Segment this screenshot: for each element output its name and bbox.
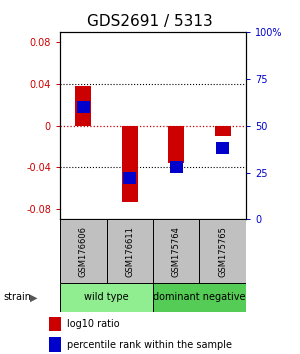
Bar <box>123 172 136 184</box>
Text: strain: strain <box>3 292 31 302</box>
Bar <box>168 126 184 163</box>
Bar <box>60 219 106 283</box>
Text: wild type: wild type <box>84 292 129 302</box>
Bar <box>49 316 61 331</box>
Bar <box>49 337 61 352</box>
Text: dominant negative: dominant negative <box>153 292 246 302</box>
Bar <box>153 219 200 283</box>
Text: log10 ratio: log10 ratio <box>67 319 120 329</box>
Text: GSM175765: GSM175765 <box>218 226 227 277</box>
Bar <box>122 126 138 202</box>
Text: GDS2691 / 5313: GDS2691 / 5313 <box>87 14 213 29</box>
Bar <box>60 283 153 312</box>
Text: GSM175764: GSM175764 <box>172 226 181 277</box>
Text: percentile rank within the sample: percentile rank within the sample <box>67 339 232 350</box>
Bar <box>153 283 246 312</box>
Text: GSM176611: GSM176611 <box>125 226 134 277</box>
Bar <box>77 101 90 113</box>
Bar <box>106 219 153 283</box>
Bar <box>200 219 246 283</box>
Text: ▶: ▶ <box>30 292 38 302</box>
Bar <box>214 126 231 136</box>
Bar <box>170 161 183 173</box>
Bar <box>216 142 229 154</box>
Text: GSM176606: GSM176606 <box>79 226 88 277</box>
Bar <box>75 86 92 126</box>
